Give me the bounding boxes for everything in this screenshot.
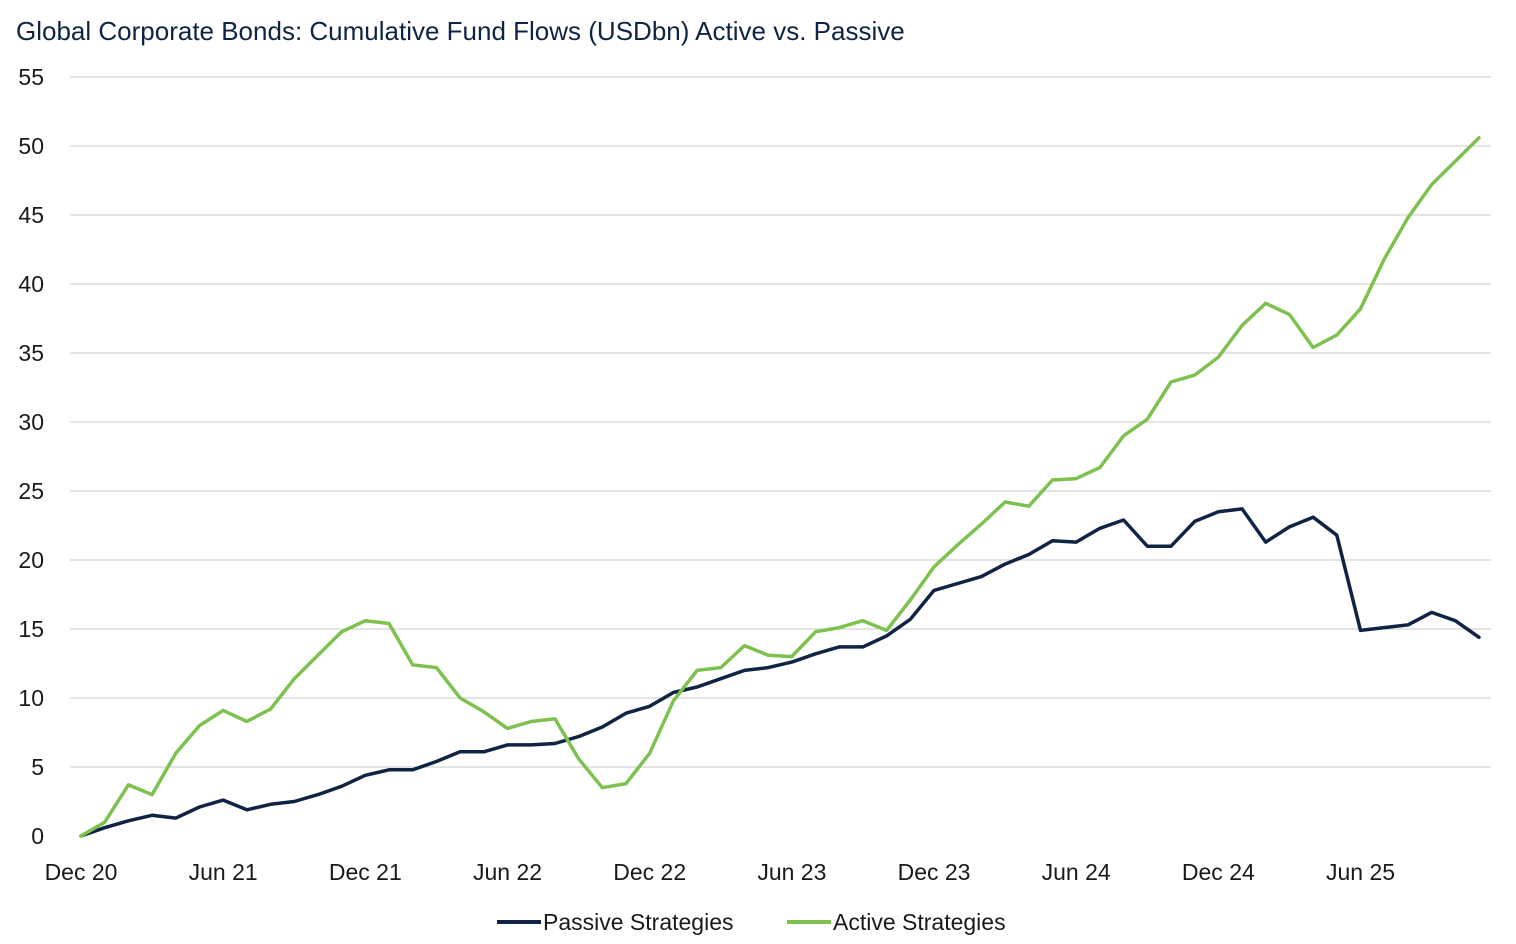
- chart-title: Global Corporate Bonds: Cumulative Fund …: [16, 16, 905, 46]
- x-tick-label: Jun 22: [473, 859, 542, 885]
- x-tick-label: Jun 24: [1042, 859, 1111, 885]
- series-lines: [79, 135, 1481, 838]
- y-tick-label: 45: [18, 202, 44, 228]
- series-line-passive-strategies: [79, 507, 1481, 838]
- x-tick-label: Dec 22: [613, 859, 686, 885]
- x-tick-label: Dec 20: [45, 859, 118, 885]
- y-tick-label: 25: [18, 478, 44, 504]
- x-tick-label: Dec 21: [329, 859, 402, 885]
- y-tick-label: 40: [18, 271, 44, 297]
- x-axis-ticks: Dec 20 Jun 21 Dec 21 Jun 22 Dec 22 Jun 23 Dec …: [45, 859, 1395, 885]
- y-tick-label: 55: [18, 64, 44, 90]
- y-tick-label: 35: [18, 340, 44, 366]
- x-tick-label: Jun 25: [1326, 859, 1395, 885]
- series-line-active-strategies: [79, 135, 1481, 838]
- y-tick-label: 30: [18, 409, 44, 435]
- y-tick-label: 10: [18, 685, 44, 711]
- legend-label: Passive Strategies: [543, 909, 733, 935]
- y-tick-label: 20: [18, 547, 44, 573]
- y-tick-label: 50: [18, 133, 44, 159]
- y-tick-label: 5: [31, 754, 44, 780]
- legend-label: Active Strategies: [833, 909, 1006, 935]
- y-tick-label: 0: [31, 823, 44, 849]
- legend: Passive Strategies Active Strategies: [497, 909, 1006, 935]
- x-tick-label: Jun 21: [189, 859, 258, 885]
- y-axis-ticks: 0 5 10 15 20 25 30 35 40 45 50 55: [18, 64, 44, 849]
- gridlines: [70, 76, 1491, 768]
- x-tick-label: Dec 24: [1182, 859, 1255, 885]
- x-tick-label: Jun 23: [757, 859, 826, 885]
- x-tick-label: Dec 23: [898, 859, 971, 885]
- y-tick-label: 15: [18, 616, 44, 642]
